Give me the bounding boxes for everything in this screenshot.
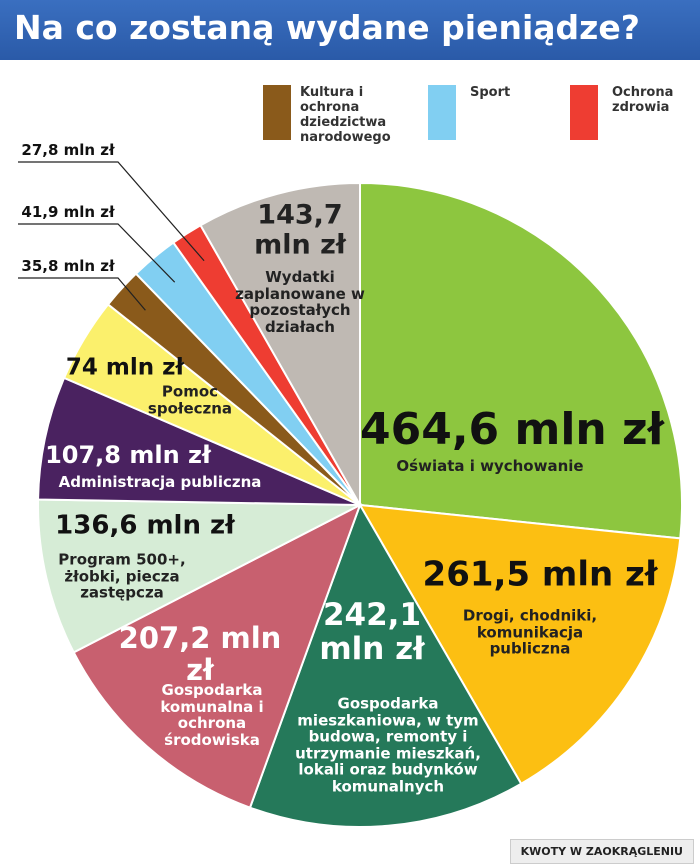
pie-slice [37,498,361,654]
value-label: 143,7 mln zł [254,199,346,260]
title: Na co zostaną wydane pieniądze? [14,8,640,47]
slice-name: Gospodarka mieszkaniowa, w tym budowa, r… [295,694,481,795]
legend-label: Sport [470,85,511,100]
leader-line [18,223,176,283]
slice-name: Program 500+, żłobki, piecza zastępcza [58,550,186,602]
pie-slice [358,503,682,786]
legend-swatch [570,85,598,140]
slice-name: Pomoc społeczna [147,382,233,417]
legend-swatch [428,85,456,140]
slice-name: Gospodarka komunalna i ochrona środowisk… [160,681,264,749]
value-label: 74 mln zł [65,354,185,381]
value-label: 107,8 mln zł [45,440,211,469]
pie-slice [359,181,683,540]
banner [0,0,700,60]
value-label: 35,8 mln zł [21,256,115,275]
leader-line [18,161,205,262]
slice-name: Wydatki zaplanowane w pozostałych działa… [235,268,365,336]
value-label: 207,2 mln zł [118,621,282,687]
slice-name: Oświata i wychowanie [396,456,584,475]
pie-slice [199,181,361,509]
legend-label: Kultura i ochrona dziedzictwa narodowego [300,85,391,145]
value-label: 41,9 mln zł [21,202,115,221]
legend-swatch [263,85,291,140]
slice-name: Drogi, chodniki, komunikacja publiczna [462,606,598,658]
leader-line [18,277,146,311]
value-label: 242,1 mln zł [319,596,425,667]
value-label: 136,6 mln zł [55,510,235,541]
value-label: 464,6 mln zł [359,403,664,455]
value-label: 261,5 mln zł [422,554,658,595]
slice-name: Administracja publiczna [58,472,262,491]
pie-slice [37,376,361,506]
legend-label: Ochrona zdrowia [612,85,674,115]
value-label: 27,8 mln zł [21,140,115,159]
pie-slice [248,502,523,828]
pie-slice [72,502,362,809]
note: KWOTY W ZAOKRĄGLENIU [509,839,694,864]
